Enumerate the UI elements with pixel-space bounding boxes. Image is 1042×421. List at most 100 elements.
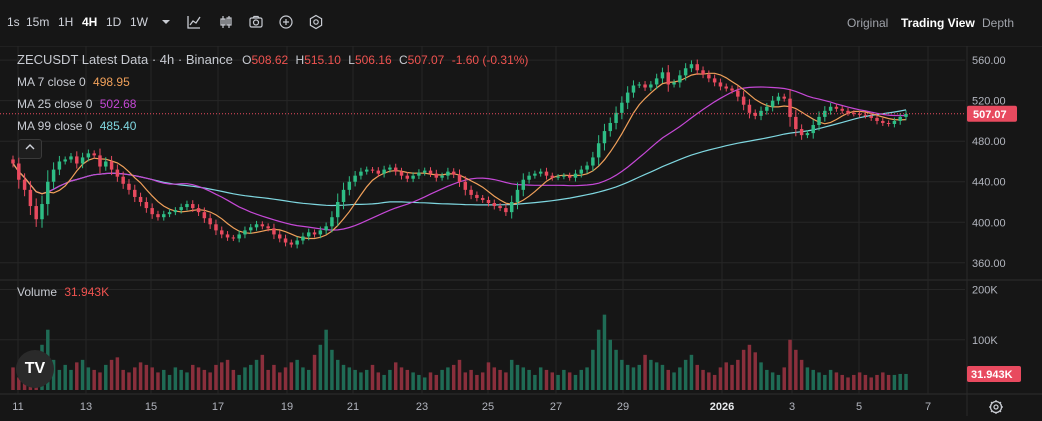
volume-bar (515, 364, 520, 390)
candle-body (243, 230, 247, 235)
candle-body (869, 115, 873, 118)
volume-bar (765, 369, 769, 390)
candle-type-icon[interactable] (218, 14, 234, 30)
volume-bar (167, 374, 172, 390)
price-axis: 360.00 400.00 440.00 480.00 520.00 560.00 100K… (972, 55, 1006, 347)
candle-body (614, 112, 618, 123)
volume-bar (527, 369, 531, 390)
volume-bar (156, 372, 160, 390)
volume-bar (266, 369, 270, 390)
plus-circle-icon[interactable] (278, 14, 294, 30)
candle-body (312, 232, 317, 235)
interval-1s[interactable]: 1s (7, 15, 20, 29)
candle-body (823, 110, 827, 117)
candle-body (22, 179, 27, 190)
volume-bar (625, 364, 630, 390)
volume-bar (660, 364, 665, 390)
candle-body (469, 189, 473, 195)
interval-1w[interactable]: 1W (130, 15, 148, 29)
candle-body (875, 117, 879, 121)
view-depth[interactable]: Depth (982, 16, 1015, 30)
candle-body (788, 98, 792, 117)
candle-body (707, 74, 711, 79)
volume-bar (521, 367, 526, 390)
settings-hex-icon[interactable] (308, 14, 324, 30)
candle-body (689, 64, 694, 69)
volume-bar (869, 377, 873, 390)
open-value: 508.62 (251, 53, 289, 67)
time-tick-label: 27 (550, 401, 562, 413)
volume-bar (805, 367, 810, 390)
time-tick-label: 15 (145, 401, 157, 413)
interval-15m[interactable]: 15m (26, 15, 50, 29)
volume-bar (405, 369, 410, 390)
volume-bar (643, 354, 647, 390)
volume-bar (295, 359, 299, 390)
candle-body (422, 170, 427, 173)
candle-body (857, 113, 862, 115)
candle-body (46, 181, 50, 205)
interval-1h[interactable]: 1H (58, 15, 74, 29)
volume-bar (57, 369, 62, 390)
time-axis: 11 13 15 17 19 21 23 25 27 29 2026 3 5 7 (12, 401, 931, 413)
volume-bar (747, 344, 752, 390)
candle-body (295, 240, 299, 245)
volume-bar (457, 359, 462, 390)
candle-body (451, 171, 456, 175)
time-tick-label: 11 (12, 401, 23, 413)
time-tick-label: 2026 (710, 401, 734, 413)
candle-body (591, 157, 595, 166)
volume-bar (469, 369, 473, 390)
candle-body (98, 155, 102, 167)
candle-body (260, 224, 265, 227)
close-label: C (398, 53, 408, 67)
time-tick-label: 3 (789, 401, 795, 413)
ohlc-legend: ZECUSDT Latest Data · 4h · Binance O508.… (17, 52, 528, 67)
camera-icon[interactable] (248, 14, 264, 30)
candle-body (579, 169, 584, 174)
volume-bar (428, 372, 433, 390)
volume-bar (614, 349, 618, 390)
interval-1d[interactable]: 1D (106, 15, 122, 29)
volume-bar (707, 372, 711, 390)
candle-body (596, 143, 601, 158)
volume-bar (144, 364, 149, 390)
candle-body (892, 120, 897, 124)
candle-body (306, 232, 311, 237)
chart-area[interactable]: 360.00 400.00 440.00 480.00 520.00 560.00 100K… (0, 45, 1042, 416)
price-chart-svg[interactable]: 360.00 400.00 440.00 480.00 520.00 560.00 100K… (0, 45, 1042, 416)
interval-4h[interactable]: 4H (82, 15, 98, 29)
volume-bar (63, 364, 67, 390)
volume-bar (121, 369, 125, 390)
candle-body (411, 175, 415, 179)
collapse-legend-button[interactable] (18, 139, 42, 159)
volume-bar (324, 329, 328, 390)
candle-body (185, 204, 189, 208)
chevron-down-icon[interactable] (158, 14, 174, 30)
indicator-icon[interactable] (186, 14, 202, 30)
view-trading-view[interactable]: Trading View (901, 16, 975, 30)
view-original[interactable]: Original (847, 16, 889, 30)
volume-bar (620, 359, 624, 390)
gear-icon[interactable] (988, 399, 1004, 415)
volume-bar (550, 372, 555, 390)
volume-bar (393, 362, 398, 390)
candle-body (196, 208, 201, 213)
candle-body (509, 202, 514, 213)
candle-body (370, 169, 375, 171)
candle-body (121, 176, 125, 184)
candle-body (805, 133, 810, 136)
candle-body (173, 210, 178, 213)
candle-body (34, 206, 38, 220)
candle-body (405, 175, 410, 179)
candle-body (417, 172, 421, 176)
candle-body (712, 78, 717, 83)
candle-body (660, 72, 665, 79)
volume-bar (666, 369, 670, 390)
candle-body (492, 203, 497, 207)
ma25-line (12, 86, 907, 231)
candle-body (898, 116, 902, 121)
volume-bar (104, 364, 108, 390)
price-tick-label: 360.00 (972, 258, 1006, 270)
volume-bar (770, 372, 775, 390)
